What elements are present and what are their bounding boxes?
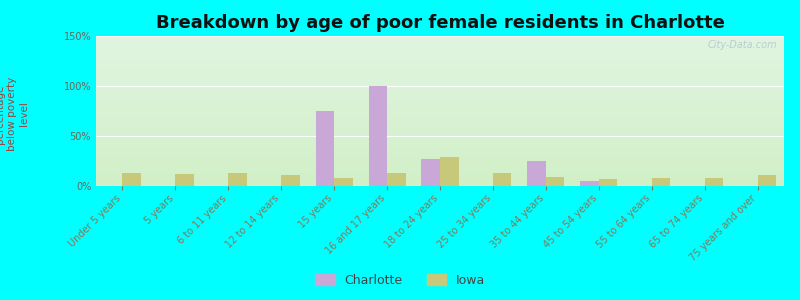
Bar (527, 161, 546, 186)
Bar (369, 86, 387, 186)
Bar (598, 179, 618, 186)
Bar (546, 177, 564, 186)
Bar (228, 173, 247, 186)
Bar (122, 173, 141, 186)
Bar (282, 175, 300, 186)
Text: City-Data.com: City-Data.com (707, 40, 777, 50)
Bar (334, 178, 353, 186)
Bar (652, 178, 670, 186)
Bar (493, 173, 511, 186)
Bar (440, 157, 458, 186)
Bar (422, 159, 440, 186)
Bar (705, 178, 723, 186)
Bar (758, 175, 776, 186)
Bar (580, 181, 598, 186)
Title: Breakdown by age of poor female residents in Charlotte: Breakdown by age of poor female resident… (155, 14, 725, 32)
Legend: Charlotte, Iowa: Charlotte, Iowa (311, 270, 489, 291)
Bar (175, 174, 194, 186)
Bar (316, 111, 334, 186)
Text: percentage
below poverty
level: percentage below poverty level (0, 77, 29, 151)
Bar (387, 173, 406, 186)
